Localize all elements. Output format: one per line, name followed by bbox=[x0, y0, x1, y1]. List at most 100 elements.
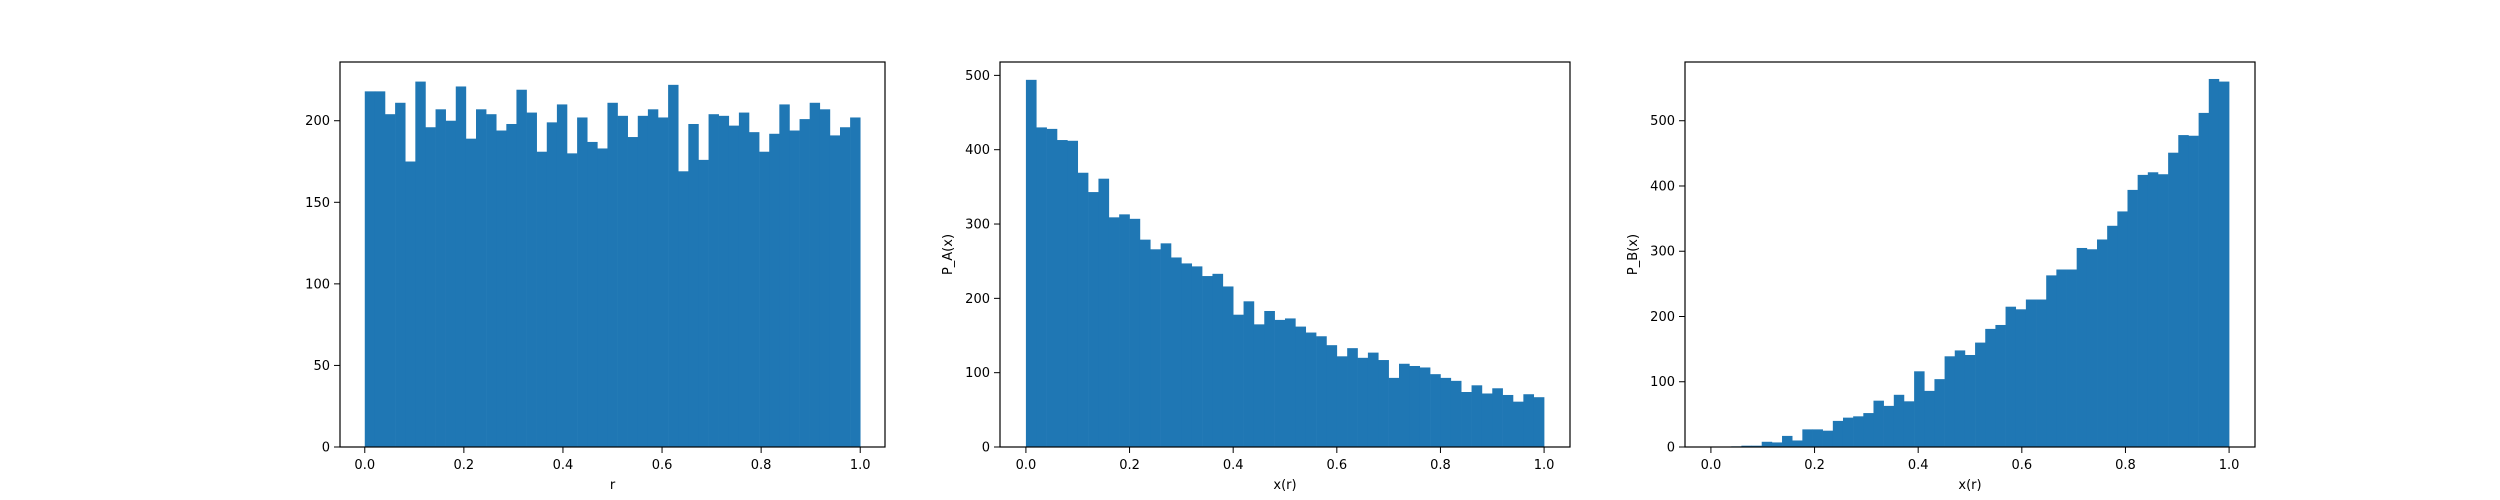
y-tick-label: 300 bbox=[1650, 245, 1675, 260]
histogram-bar bbox=[1098, 178, 1110, 447]
histogram-bar bbox=[364, 91, 376, 448]
histogram-bar bbox=[1057, 140, 1068, 448]
histogram-bar bbox=[556, 104, 568, 448]
histogram-bar bbox=[1191, 266, 1203, 447]
x-tick-label: 0.8 bbox=[1430, 458, 1451, 473]
y-tick-label: 200 bbox=[305, 114, 330, 129]
x-tick-label: 0.0 bbox=[1016, 458, 1037, 473]
histogram-bar bbox=[1181, 263, 1193, 447]
histogram-bar bbox=[405, 161, 416, 447]
histogram-bar bbox=[425, 127, 436, 447]
histogram-bar bbox=[1233, 314, 1244, 447]
histogram-bar bbox=[486, 114, 497, 447]
histogram-bar bbox=[2208, 78, 2220, 447]
histogram-bar bbox=[1212, 273, 1224, 447]
x-axis-ticks: 0.0 0.2 0.4 0.6 0.8 1.0 bbox=[1701, 447, 2240, 473]
histogram-bar bbox=[1150, 249, 1161, 447]
histogram-bar bbox=[1274, 319, 1286, 447]
histogram-bar bbox=[1046, 128, 1058, 447]
histogram-bar bbox=[2005, 306, 2017, 447]
bar-series bbox=[1025, 79, 1545, 448]
histogram-bar bbox=[465, 138, 477, 448]
bar-series bbox=[1731, 78, 2230, 448]
histogram-bar bbox=[1832, 420, 1844, 447]
histogram-bar bbox=[1108, 217, 1120, 447]
histogram-bar bbox=[1975, 342, 1986, 447]
x-tick-label: 0.6 bbox=[2011, 458, 2032, 473]
x-axis-label: r bbox=[610, 478, 616, 493]
histogram-bar bbox=[415, 81, 426, 447]
x-tick-label: 1.0 bbox=[850, 458, 871, 473]
histogram-bar bbox=[2188, 135, 2199, 448]
histogram-bar bbox=[2178, 135, 2189, 447]
histogram-bar bbox=[1863, 413, 1874, 447]
histogram-bar bbox=[516, 89, 527, 447]
histogram-bar bbox=[1409, 365, 1421, 447]
histogram-bar bbox=[385, 114, 396, 447]
histogram-bar bbox=[1357, 357, 1369, 447]
histogram-bar bbox=[1802, 429, 1813, 447]
histogram-bar bbox=[809, 102, 821, 447]
x-tick-label: 0.6 bbox=[1326, 458, 1347, 473]
histogram-bar bbox=[567, 153, 578, 448]
y-tick-label: 400 bbox=[1650, 179, 1675, 194]
histogram-bar bbox=[2137, 174, 2149, 447]
histogram-bar bbox=[769, 133, 780, 447]
x-tick-label: 0.2 bbox=[1119, 458, 1140, 473]
histogram-bar bbox=[2198, 112, 2210, 448]
y-axis-label: P_B(x) bbox=[1626, 234, 1641, 275]
y-tick-label: 0 bbox=[982, 441, 990, 456]
axes-frame bbox=[339, 61, 886, 448]
histogram-bar bbox=[1171, 257, 1182, 447]
histogram-bar bbox=[789, 130, 800, 447]
x-axis-ticks: 0.0 0.2 0.4 0.6 0.8 1.0 bbox=[1016, 447, 1554, 473]
x-axis-label: x(r) bbox=[1273, 478, 1296, 493]
histogram-bar bbox=[2015, 309, 2027, 447]
histogram-bar bbox=[1944, 356, 1956, 447]
histogram-bar bbox=[2107, 225, 2118, 447]
y-tick-label: 100 bbox=[965, 366, 990, 381]
histogram-bar bbox=[1160, 243, 1172, 447]
y-tick-label: 150 bbox=[305, 196, 330, 211]
x-tick-label: 1.0 bbox=[2219, 458, 2240, 473]
histogram-bar bbox=[1985, 328, 1996, 447]
histogram-bar bbox=[2036, 299, 2047, 447]
y-tick-label: 100 bbox=[305, 277, 330, 292]
histogram-bar bbox=[1812, 429, 1823, 447]
histogram-bar bbox=[1461, 392, 1472, 447]
histogram-bar bbox=[1502, 394, 1514, 447]
y-tick-label: 200 bbox=[1650, 310, 1675, 325]
histogram-bar bbox=[1842, 417, 1854, 447]
histogram-bar bbox=[1316, 336, 1327, 447]
histogram-bar bbox=[1995, 324, 2006, 447]
histogram-bar bbox=[1741, 445, 1752, 447]
histogram-bar bbox=[1388, 377, 1400, 447]
histogram-bar bbox=[1782, 435, 1793, 447]
bar-series bbox=[364, 81, 861, 448]
histogram-bar bbox=[627, 137, 639, 448]
histogram-bar bbox=[1399, 363, 1410, 447]
histogram-bar bbox=[1119, 214, 1130, 447]
histogram-bar bbox=[2127, 189, 2138, 447]
histogram-bar bbox=[1513, 401, 1524, 447]
x-tick-label: 0.2 bbox=[1804, 458, 1825, 473]
x-tick-label: 0.0 bbox=[1701, 458, 1722, 473]
histogram-bar bbox=[1025, 79, 1037, 447]
histogram-bar bbox=[1954, 350, 1966, 447]
histogram-bar bbox=[445, 120, 457, 447]
y-tick-label: 50 bbox=[313, 359, 330, 374]
histogram-bar bbox=[738, 112, 750, 447]
histogram-bar bbox=[1822, 430, 1834, 447]
histogram-bar bbox=[850, 117, 861, 447]
histogram-bar bbox=[1336, 356, 1348, 447]
x-axis-label: x(r) bbox=[1958, 478, 1981, 493]
y-axis-ticks: 0 50 100 150 200 bbox=[305, 114, 340, 456]
histogram-bar bbox=[718, 115, 730, 447]
histogram-bar bbox=[2117, 211, 2128, 447]
histogram-bar bbox=[526, 112, 537, 447]
y-tick-label: 400 bbox=[965, 143, 990, 158]
histogram-bar bbox=[779, 104, 790, 448]
histogram-bar bbox=[668, 84, 679, 447]
y-tick-label: 200 bbox=[965, 292, 990, 307]
